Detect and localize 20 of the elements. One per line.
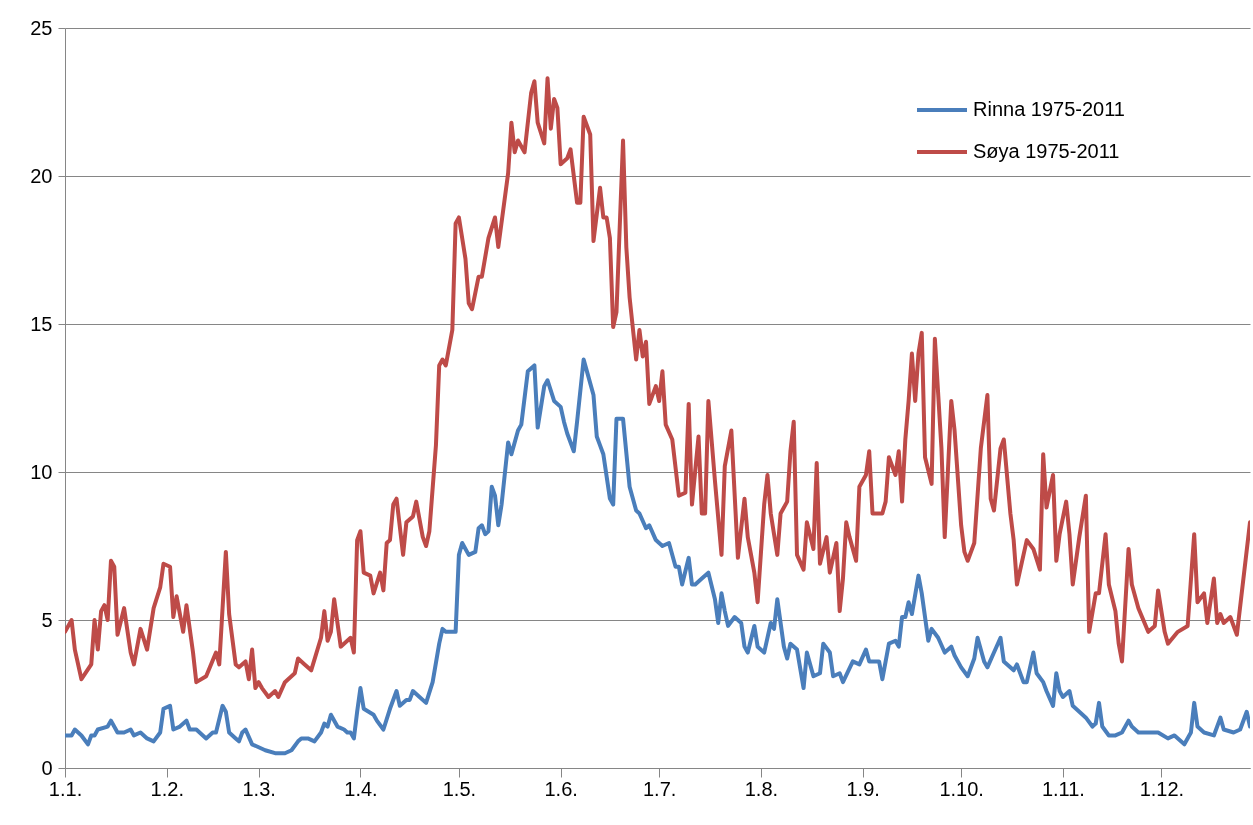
x-tick-label: 1.5.: [442, 777, 477, 800]
x-tick-label: 1.4.: [344, 777, 378, 800]
x-tick-label: 1.1.: [48, 777, 83, 800]
y-tick-label: 20: [30, 164, 53, 187]
y-tick-label: 5: [41, 608, 53, 631]
x-tick-label: 1.3.: [242, 777, 276, 800]
x-tick-label: 1.10.: [939, 777, 984, 800]
x-tick-label: 1.11.: [1041, 777, 1085, 800]
x-tick-label: 1.6.: [544, 777, 578, 800]
x-tick-label: 1.7.: [642, 777, 677, 800]
y-tick-label: 10: [30, 460, 53, 483]
legend-label: Rinna 1975-2011: [973, 98, 1125, 120]
x-tick-label: 1.12.: [1139, 777, 1185, 800]
x-tick-label: 1.2.: [150, 777, 184, 800]
x-tick-label: 1.8.: [744, 777, 779, 800]
y-tick-label: 25: [30, 16, 53, 39]
y-tick-label: 0: [41, 756, 53, 779]
y-tick-label: 15: [30, 312, 53, 335]
legend-label: Søya 1975-2011: [973, 140, 1120, 162]
x-tick-label: 1.9.: [846, 777, 880, 800]
